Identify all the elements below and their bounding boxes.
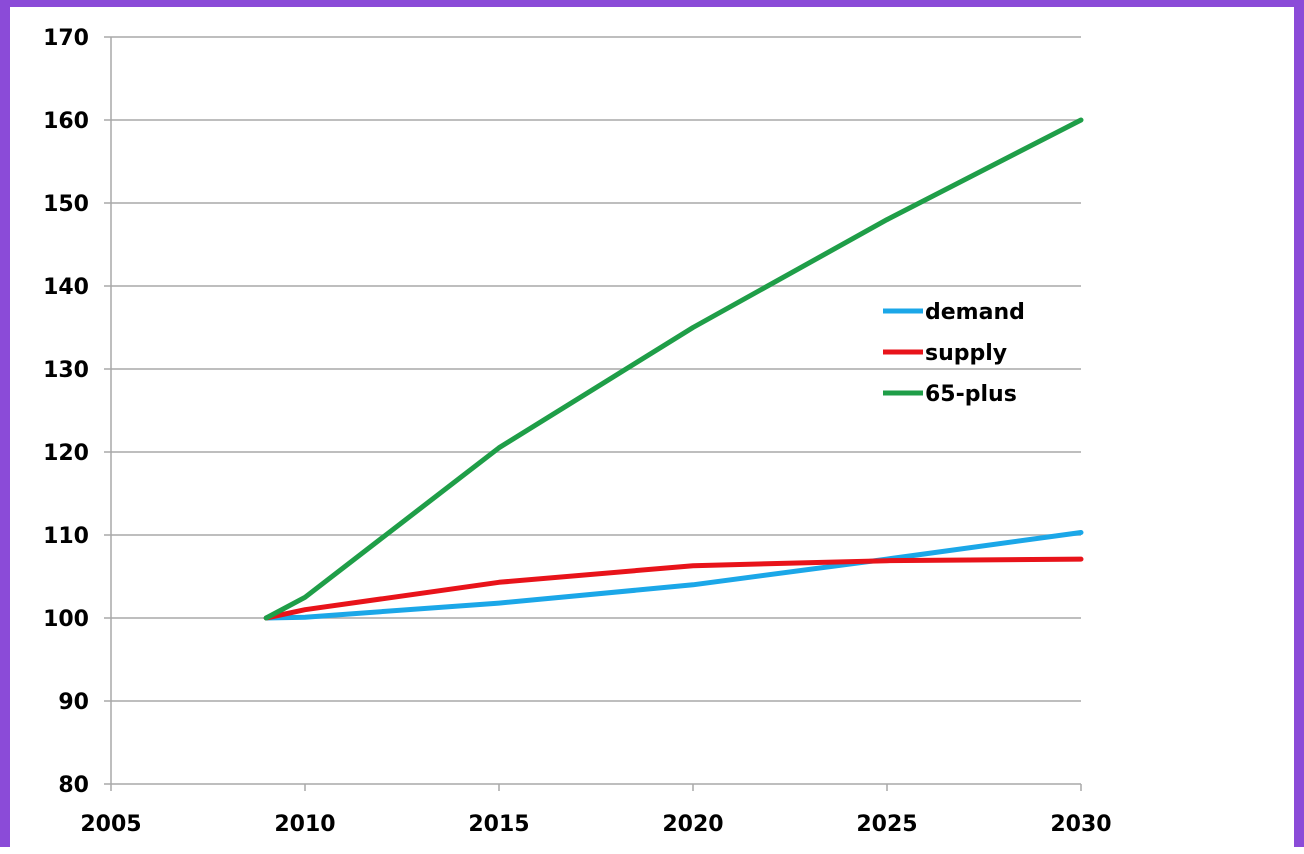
y-tick-labels: 80 90 100 110 120 130 140 150 160 170 (43, 26, 111, 798)
x-tick-label-2025: 2025 (856, 812, 917, 837)
legend-label-supply: supply (925, 341, 1007, 366)
series-line-supply (263, 556, 1084, 621)
x-tick-label-2020: 2020 (662, 812, 723, 837)
series-lines (263, 117, 1084, 621)
y-tick-label-160: 160 (43, 109, 89, 134)
series-line-demand (263, 530, 1084, 621)
series-line-65-plus (263, 117, 1084, 621)
y-tick-label-130: 130 (43, 358, 89, 383)
y-tick-label-120: 120 (43, 441, 89, 466)
y-tick-label-110: 110 (43, 524, 89, 549)
line-chart: 80 90 100 110 120 130 140 150 160 170 2005 2010 201… (43, 26, 1112, 837)
y-tick-label-170: 170 (43, 26, 89, 51)
grid-lines (111, 36, 1081, 702)
y-tick-label-140: 140 (43, 275, 89, 300)
y-tick-label-150: 150 (43, 192, 89, 217)
legend-label-demand: demand (925, 300, 1025, 325)
y-tick-label-80: 80 (58, 773, 89, 798)
y-tick-label-100: 100 (43, 607, 89, 632)
legend: demand supply 65-plus (883, 300, 1025, 407)
x-tick-label-2030: 2030 (1050, 812, 1111, 837)
legend-label-65-plus: 65-plus (925, 382, 1017, 407)
x-tick-label-2010: 2010 (274, 812, 335, 837)
x-tick-label-2005: 2005 (80, 812, 141, 837)
x-tick-label-2015: 2015 (468, 812, 529, 837)
axes (110, 37, 1081, 785)
x-tick-labels: 2005 2010 2015 2020 2025 2030 (80, 784, 1112, 837)
y-tick-label-90: 90 (58, 690, 89, 715)
